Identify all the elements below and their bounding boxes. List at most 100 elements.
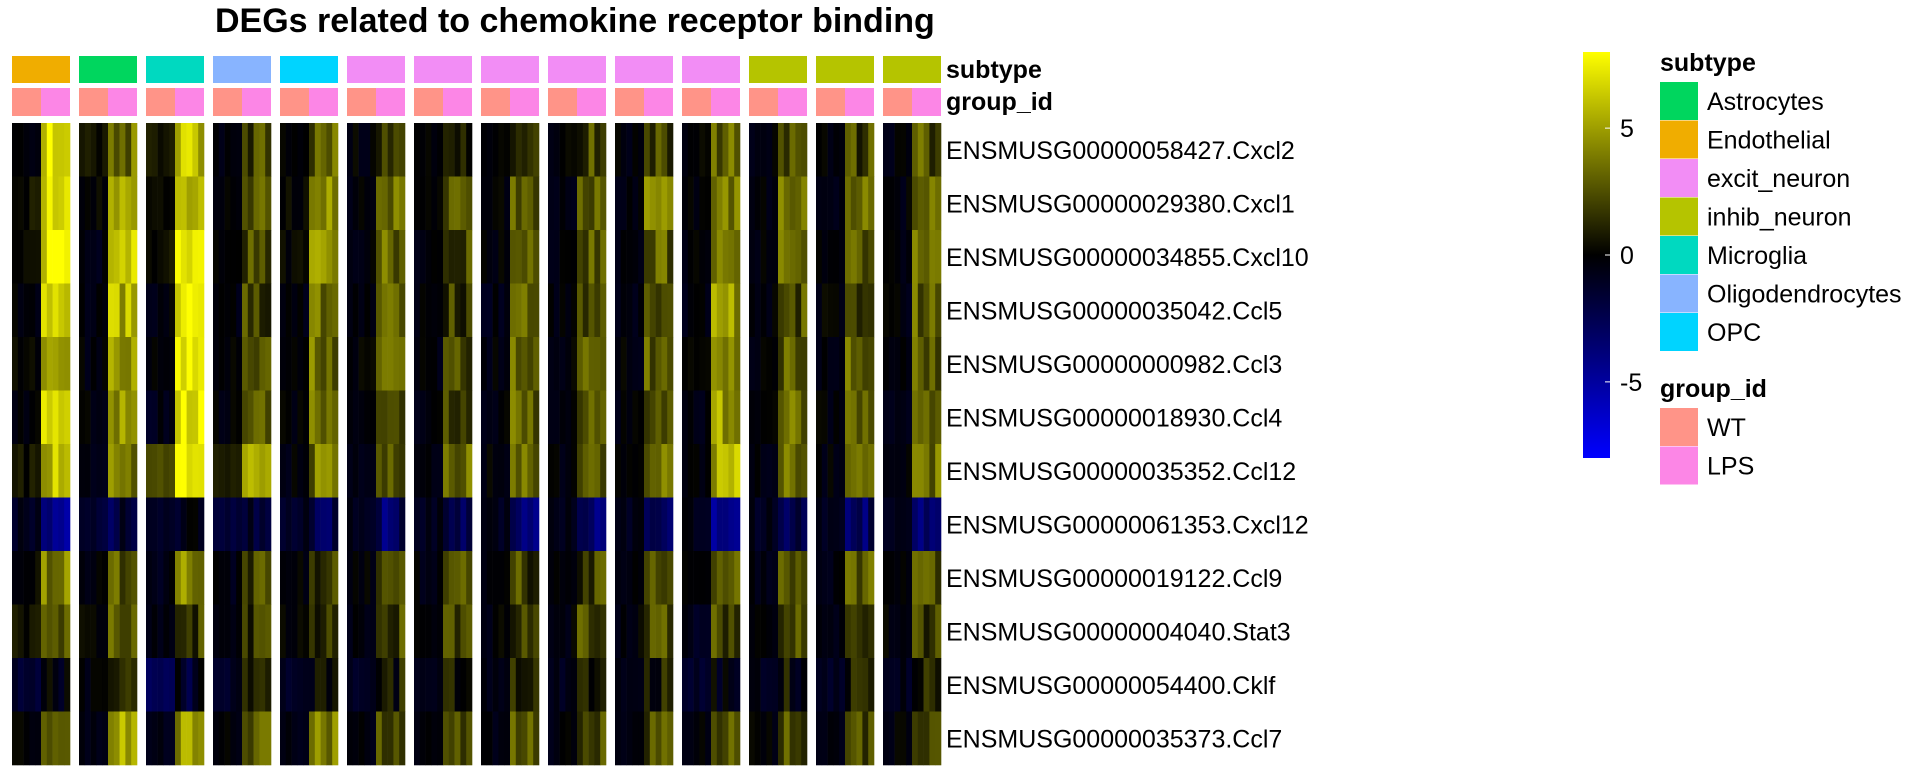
heatmap-cell <box>253 123 260 177</box>
heatmap-cell <box>108 444 115 498</box>
heatmap-cell <box>320 604 327 659</box>
heatmap-cell <box>615 497 622 552</box>
heatmap-cell <box>326 444 333 498</box>
heatmap-cell <box>370 444 377 498</box>
heatmap-cell <box>481 390 488 445</box>
heatmap-cell <box>716 658 723 712</box>
heatmap-cell <box>862 176 869 231</box>
heatmap-cell <box>734 551 741 605</box>
heatmap-cell <box>108 337 115 391</box>
heatmap-cell <box>638 551 645 605</box>
heatmap-cell <box>548 390 555 445</box>
heatmap-cell <box>23 337 30 391</box>
heatmap-cell <box>376 230 383 284</box>
heatmap-cell <box>460 123 467 177</box>
heatmap-cell <box>125 551 132 605</box>
heatmap-cell <box>157 283 164 338</box>
heatmap-cell <box>96 123 103 177</box>
heatmap-cell <box>169 123 176 177</box>
heatmap-cell <box>180 123 187 177</box>
heatmap-cell <box>912 176 919 231</box>
heatmap-cell <box>856 176 863 231</box>
group-legend-title: group_id <box>1660 375 1767 403</box>
heatmap-cell <box>734 230 741 284</box>
heatmap-cell <box>247 337 254 391</box>
heatmap-cell <box>722 551 729 605</box>
heatmap-cell <box>481 176 488 231</box>
heatmap-cell <box>687 444 694 498</box>
heatmap-cell <box>533 283 540 338</box>
heatmap-cell <box>247 497 254 552</box>
heatmap-cell <box>119 444 126 498</box>
heatmap-cell <box>79 176 86 231</box>
heatmap-cell <box>687 123 694 177</box>
heatmap-cell <box>894 283 901 338</box>
heatmap-cell <box>850 390 857 445</box>
heatmap-cell <box>466 444 473 498</box>
heatmap-cell <box>259 604 266 659</box>
heatmap-cell <box>303 176 310 231</box>
heatmap-cell <box>186 390 193 445</box>
heatmap-cell <box>626 337 633 391</box>
heatmap-cell <box>571 176 578 231</box>
heatmap-cell <box>79 551 86 605</box>
heatmap-cell <box>358 604 365 659</box>
heatmap-cell <box>722 444 729 498</box>
heatmap-cell <box>600 176 607 231</box>
heatmap-cell <box>856 444 863 498</box>
heatmap-cell <box>783 444 790 498</box>
heatmap-cell <box>320 497 327 552</box>
heatmap-cell <box>638 658 645 712</box>
heatmap-cell <box>935 390 942 445</box>
heatmap-cell <box>821 283 828 338</box>
heatmap-cell <box>766 604 773 659</box>
heatmap-cell <box>772 176 779 231</box>
heatmap-cell <box>856 337 863 391</box>
heatmap-cell <box>900 497 907 552</box>
heatmap-cell <box>711 283 718 338</box>
heatmap-cell <box>169 176 176 231</box>
heatmap-cell <box>760 658 767 712</box>
heatmap-cell <box>393 711 400 766</box>
heatmap-cell <box>626 123 633 177</box>
heatmap-cell <box>291 604 298 659</box>
heatmap-cell <box>620 551 627 605</box>
heatmap-cell <box>565 604 572 659</box>
heatmap-cell <box>265 390 272 445</box>
heatmap-cell <box>600 658 607 712</box>
heatmap-cell <box>303 337 310 391</box>
heatmap-cell <box>332 123 339 177</box>
heatmap-cell <box>644 230 651 284</box>
heatmap-cell <box>198 551 205 605</box>
heatmap-cell <box>699 176 706 231</box>
heatmap-cell <box>352 658 359 712</box>
heatmap-cell <box>291 711 298 766</box>
heatmap-cell <box>728 337 735 391</box>
heatmap-cell <box>90 711 97 766</box>
heatmap-cell <box>521 337 528 391</box>
heatmap-cell <box>236 230 243 284</box>
heatmap-cell <box>454 337 461 391</box>
heatmap-cell <box>79 444 86 498</box>
heatmap-cell <box>443 604 450 659</box>
heatmap-cell <box>801 283 808 338</box>
heatmap-cell <box>12 711 19 766</box>
heatmap-cell <box>125 123 132 177</box>
heatmap-cell <box>699 658 706 712</box>
heatmap-cell <box>693 497 700 552</box>
heatmap-cell <box>58 283 65 338</box>
heatmap-cell <box>716 551 723 605</box>
heatmap-cell <box>827 444 834 498</box>
heatmap-cell <box>376 658 383 712</box>
heatmap-cell <box>510 444 517 498</box>
heatmap-cell <box>795 283 802 338</box>
heatmap-cell <box>862 230 869 284</box>
heatmap-cell <box>594 658 601 712</box>
heatmap-cell <box>157 551 164 605</box>
heatmap-cell <box>192 497 199 552</box>
heatmap-cell <box>157 123 164 177</box>
heatmap-cell <box>265 283 272 338</box>
heatmap-cell <box>265 551 272 605</box>
heatmap-cell <box>224 337 231 391</box>
heatmap-cell <box>749 390 756 445</box>
